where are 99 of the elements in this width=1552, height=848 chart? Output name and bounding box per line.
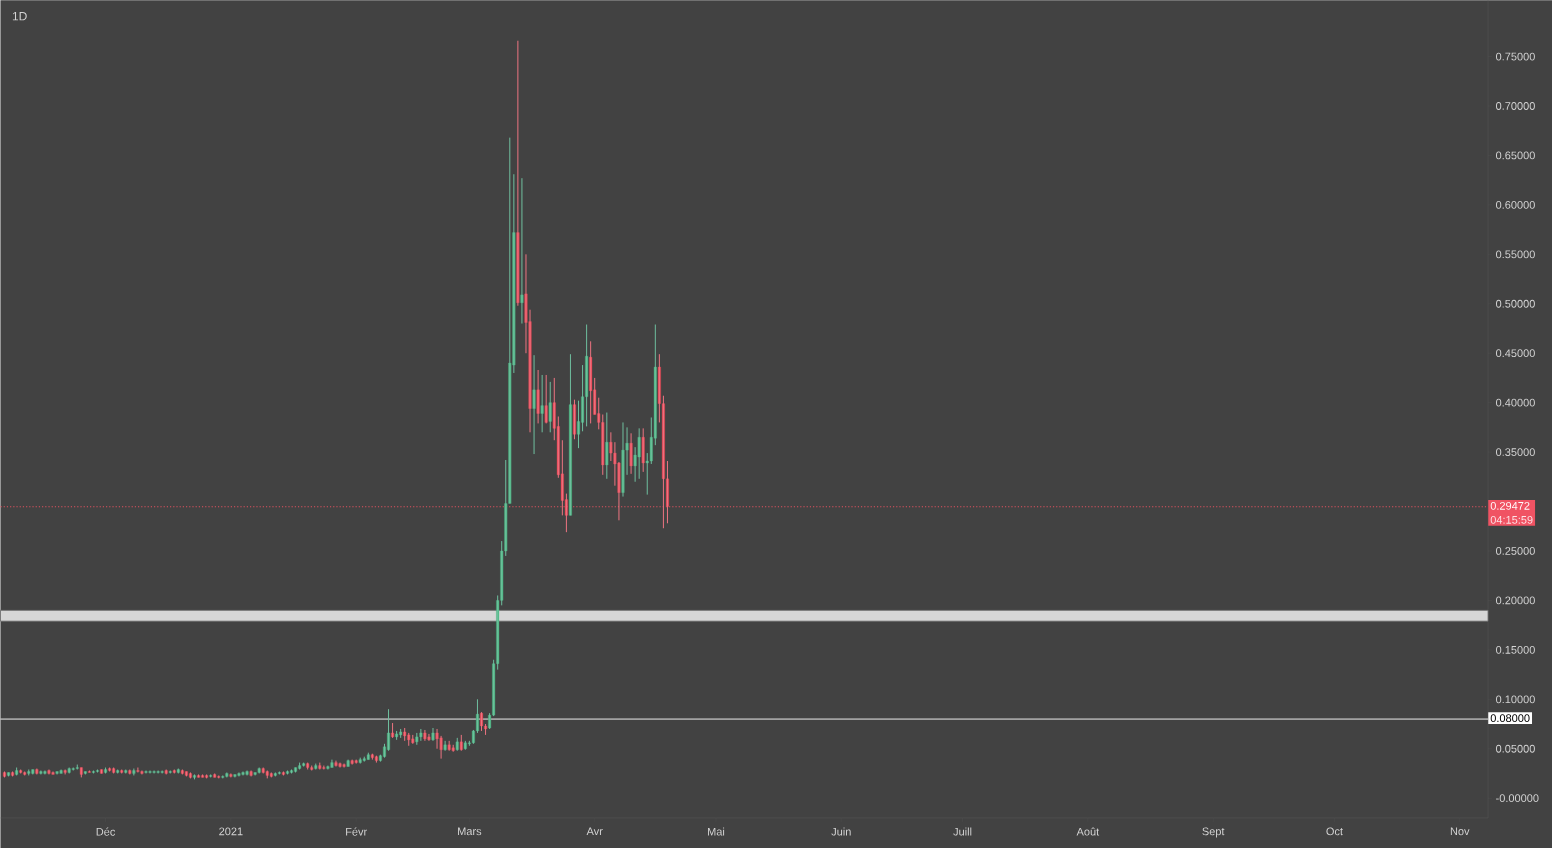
candlestick: [306, 762, 310, 771]
candlestick: [585, 324, 589, 427]
candlestick: [374, 755, 378, 764]
candlestick: [411, 734, 415, 745]
candlestick: [302, 762, 306, 768]
candlestick: [419, 728, 423, 742]
candlestick: [23, 771, 27, 776]
y-tick-label: 0.50000: [1496, 299, 1535, 308]
y-tick-label: 0.65000: [1496, 151, 1535, 160]
y-tick-label: 0.10000: [1496, 695, 1535, 704]
candlestick: [391, 722, 395, 739]
y-tick-label: 0.75000: [1496, 52, 1535, 61]
x-tick-label: Déc: [96, 827, 116, 836]
candlestick: [152, 770, 156, 774]
candlestick: [350, 759, 354, 766]
candlestick: [144, 770, 148, 774]
candlestick: [407, 732, 411, 747]
candlestick: [637, 427, 641, 480]
y-tick-label: 0.70000: [1496, 102, 1535, 110]
candlestick: [455, 737, 459, 752]
candlestick: [75, 764, 79, 771]
y-tick-label: 0.40000: [1496, 398, 1535, 407]
candlestick: [273, 771, 277, 777]
candlestick: [269, 771, 273, 778]
candlestick: [59, 769, 63, 774]
candlestick: [213, 772, 217, 778]
x-tick-label: Juin: [831, 827, 851, 836]
candlestick: [415, 732, 419, 746]
x-tick-label: Oct: [1326, 827, 1343, 836]
candlestick: [451, 744, 455, 753]
ref-line-label: 0.29472: [1490, 501, 1530, 510]
candlestick: [354, 759, 358, 765]
candlestick: [447, 740, 451, 752]
candlestick: [605, 412, 609, 480]
candlestick: [463, 740, 467, 751]
y-tick-label: 0.20000: [1496, 596, 1535, 605]
candlestick: [277, 771, 281, 775]
x-tick-label: Nov: [1450, 827, 1470, 836]
candlestick: [366, 752, 370, 761]
candlestick: [83, 771, 87, 775]
candlestick: [205, 773, 209, 779]
x-tick-label: Sept: [1202, 827, 1225, 838]
candlestick: [395, 730, 399, 741]
candlestick: [358, 757, 362, 765]
candlestick: [156, 770, 160, 774]
candlestick: [51, 771, 55, 775]
x-tick-label: 2021: [219, 827, 243, 836]
ref-line-label: 0.08000: [1490, 714, 1530, 723]
candlestick: [209, 773, 213, 778]
candlestick: [188, 771, 192, 779]
candlestick: [318, 762, 322, 771]
y-tick-label: 0.35000: [1496, 448, 1535, 456]
candlestick: [225, 771, 229, 778]
x-tick-label: Mai: [708, 827, 725, 836]
candlestick: [548, 381, 552, 433]
x-tick-label: Août: [1076, 827, 1100, 836]
candlestick: [314, 763, 318, 771]
candlestick: [641, 427, 645, 473]
candlestick: [87, 770, 91, 773]
y-tick-label: 0.45000: [1496, 349, 1535, 358]
y-tick-label: 0.05000: [1496, 744, 1535, 753]
candlestick: [201, 773, 205, 778]
y-tick-label: 0.60000: [1496, 200, 1535, 209]
candlestick: [544, 374, 548, 424]
candlestick: [221, 774, 225, 779]
candlestick: [184, 771, 188, 777]
candlestick: [11, 771, 15, 777]
candlestick: [601, 414, 605, 476]
candlestick: [281, 771, 285, 776]
y-tick-label: -0.00000: [1496, 794, 1539, 803]
candlestick: [362, 756, 366, 763]
x-tick-label: Juill: [953, 827, 972, 836]
x-tick-label: Mars: [458, 827, 482, 836]
text: 1D: [12, 12, 27, 21]
candlestick: [197, 773, 201, 778]
candlestick: [459, 734, 463, 752]
candlestick: [160, 770, 164, 774]
candlestick: [573, 399, 576, 440]
candlestick: [589, 340, 593, 424]
candlestick: [568, 353, 572, 516]
candlestick: [298, 762, 302, 771]
y-tick-label: 0.55000: [1496, 250, 1535, 259]
candlestick: [265, 770, 269, 779]
x-tick-label: Févr: [346, 827, 368, 836]
candlestick: [403, 727, 407, 742]
candlestick: [322, 765, 326, 771]
candlestick: [148, 770, 152, 774]
text: 04:15:59: [1490, 515, 1533, 524]
x-tick-label: Avr: [586, 827, 603, 836]
candlestick: [285, 770, 289, 775]
candlestick: [370, 753, 374, 761]
y-tick-label: 0.25000: [1496, 547, 1535, 555]
candlestick: [399, 728, 403, 739]
candlestick: [91, 770, 95, 774]
candlestick: [79, 767, 83, 778]
y-tick-label: 0.15000: [1496, 645, 1535, 654]
candlestick: [168, 770, 172, 774]
candlestick: [7, 771, 11, 777]
candlestick: [136, 767, 140, 773]
